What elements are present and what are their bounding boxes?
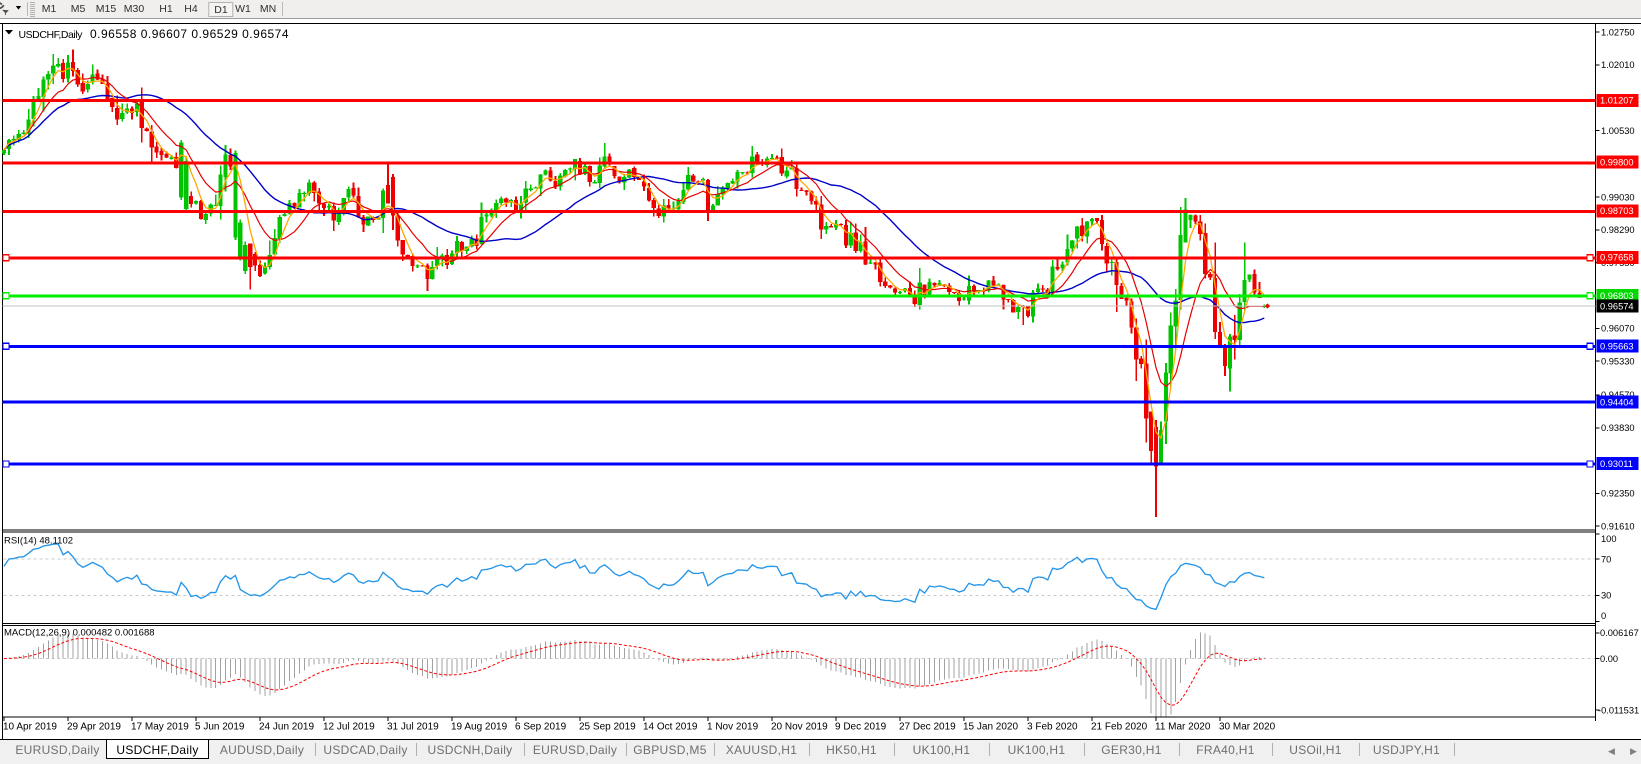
svg-text:27 Dec 2019: 27 Dec 2019	[899, 722, 956, 733]
svg-text:15 Jan 2020: 15 Jan 2020	[963, 722, 1018, 733]
svg-text:1.01207: 1.01207	[1600, 96, 1634, 106]
svg-text:0.96574: 0.96574	[1600, 302, 1634, 312]
svg-text:1.02750: 1.02750	[1601, 27, 1635, 37]
svg-text:12 Jul 2019: 12 Jul 2019	[323, 722, 375, 733]
svg-text:20 Nov 2019: 20 Nov 2019	[771, 722, 828, 733]
svg-text:31 Jul 2019: 31 Jul 2019	[387, 722, 439, 733]
svg-text:1 Nov 2019: 1 Nov 2019	[707, 722, 759, 733]
svg-text:10 Apr 2019: 10 Apr 2019	[3, 722, 57, 733]
svg-text:0.99800: 0.99800	[1600, 158, 1634, 168]
svg-text:0.99030: 0.99030	[1601, 192, 1635, 202]
svg-text:-0.011531: -0.011531	[1598, 705, 1639, 715]
svg-text:25 Sep 2019: 25 Sep 2019	[579, 722, 636, 733]
svg-text:0.97658: 0.97658	[1600, 253, 1634, 263]
svg-text:30 Mar 2020: 30 Mar 2020	[1219, 722, 1276, 733]
svg-text:19 Aug 2019: 19 Aug 2019	[451, 722, 508, 733]
svg-text:0.94570: 0.94570	[1601, 390, 1635, 400]
svg-text:30: 30	[1601, 590, 1611, 600]
svg-text:0.94404: 0.94404	[1600, 397, 1634, 407]
svg-text:0.96070: 0.96070	[1601, 324, 1635, 334]
svg-text:0.006167: 0.006167	[1600, 628, 1639, 638]
svg-text:17 May 2019: 17 May 2019	[131, 722, 189, 733]
svg-text:0.95330: 0.95330	[1601, 357, 1635, 367]
svg-text:5 Jun 2019: 5 Jun 2019	[195, 722, 245, 733]
svg-text:MACD(12,26,9) 0.000482 0.00168: MACD(12,26,9) 0.000482 0.001688	[4, 628, 155, 639]
svg-text:1.00530: 1.00530	[1601, 126, 1635, 136]
svg-text:0.93830: 0.93830	[1601, 423, 1635, 433]
svg-text:1.02010: 1.02010	[1601, 60, 1635, 70]
svg-text:0.00: 0.00	[1600, 654, 1618, 664]
svg-text:RSI(14) 48.1102: RSI(14) 48.1102	[4, 536, 73, 547]
svg-text:21 Feb 2020: 21 Feb 2020	[1091, 722, 1148, 733]
svg-text:9 Dec 2019: 9 Dec 2019	[835, 722, 887, 733]
svg-text:0.91610: 0.91610	[1601, 522, 1635, 532]
svg-text:0.93011: 0.93011	[1600, 459, 1633, 469]
svg-text:11 Mar 2020: 11 Mar 2020	[1155, 722, 1211, 733]
svg-text:6 Sep 2019: 6 Sep 2019	[515, 722, 567, 733]
svg-text:0.98703: 0.98703	[1600, 206, 1634, 216]
svg-text:0.95663: 0.95663	[1600, 341, 1634, 351]
svg-text:0: 0	[1601, 611, 1606, 621]
svg-text:100: 100	[1601, 534, 1617, 544]
svg-text:14 Oct 2019: 14 Oct 2019	[643, 722, 698, 733]
svg-text:24 Jun 2019: 24 Jun 2019	[259, 722, 314, 733]
svg-text:0.96803: 0.96803	[1600, 291, 1634, 301]
svg-text:0.98290: 0.98290	[1601, 225, 1635, 235]
svg-text:0.92350: 0.92350	[1601, 489, 1635, 499]
svg-text:USDCHF,Daily: USDCHF,Daily	[19, 29, 84, 41]
svg-text:0.96558 0.96607 0.96529 0.9657: 0.96558 0.96607 0.96529 0.96574	[90, 27, 289, 41]
svg-text:3 Feb 2020: 3 Feb 2020	[1027, 722, 1078, 733]
svg-text:70: 70	[1601, 555, 1611, 565]
svg-text:29 Apr 2019: 29 Apr 2019	[67, 722, 121, 733]
